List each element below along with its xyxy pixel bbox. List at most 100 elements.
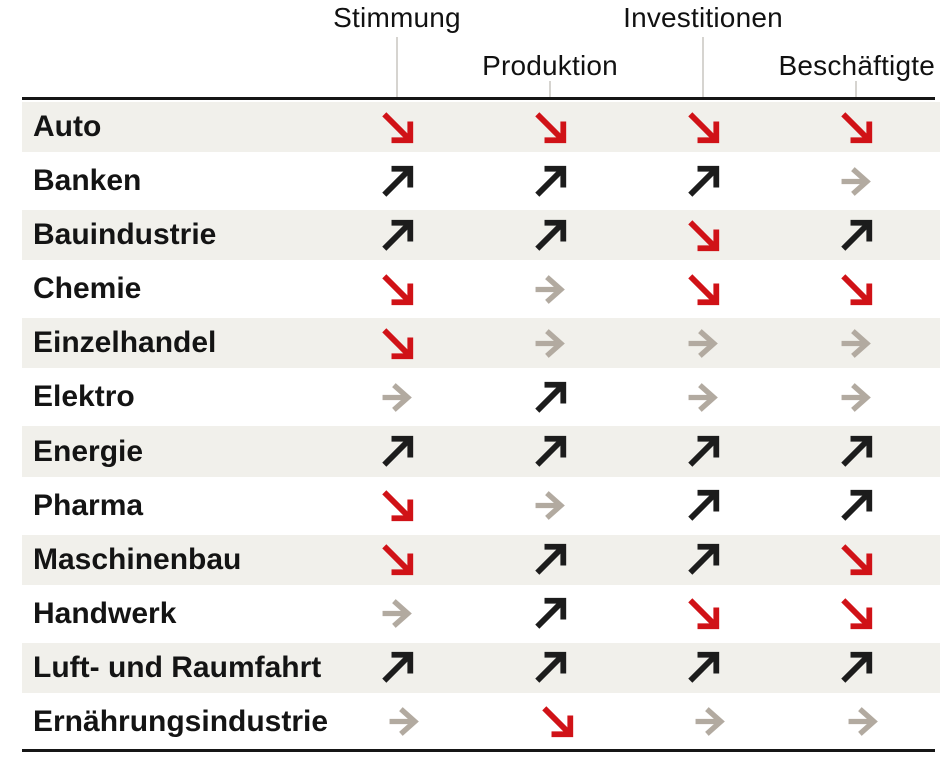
trend-cell [474,327,627,360]
table-row: Luft- und Raumfahrt [22,640,941,695]
table-rows: Auto Banken Bauindustrie Chemie Einzelhandel… [22,100,941,749]
column-tick-investitionen [702,37,704,97]
trend-cell [321,435,474,468]
trend-cell [474,273,627,306]
trend-cell [627,111,780,144]
trend-cell [780,489,933,522]
trend-cell [474,651,627,684]
sector-label: Banken [33,164,142,198]
trend-up-arrow-icon [688,544,720,575]
trend-cell [321,489,474,522]
trend-up-arrow-icon [535,435,567,467]
trend-up-arrow-icon [841,435,873,467]
column-tick-beschaeftigte [855,81,857,97]
trend-cell [780,219,933,252]
trend-cell [474,381,627,414]
trend-up-arrow-icon [688,489,720,521]
trend-up-arrow-icon [535,652,567,684]
trend-down-arrow-icon [382,111,414,143]
trend-up-arrow-icon [535,381,567,413]
trend-up-arrow-icon [382,435,414,467]
trend-cell [627,327,780,360]
trend-cell [780,435,933,468]
trend-down-arrow-icon [382,490,414,522]
sector-label: Pharma [33,488,144,522]
trend-flat-arrow-icon [535,491,565,520]
trend-cell [627,597,780,630]
trend-down-arrow-icon [382,544,414,576]
trend-up-arrow-icon [535,165,567,197]
trend-cell [780,273,933,306]
table-row: Pharma [22,479,940,533]
trend-up-arrow-icon [688,652,720,684]
sector-label: Auto [33,110,102,144]
trend-cell [474,165,627,198]
table-top-rule [22,97,935,100]
trend-flat-arrow-icon [848,707,878,737]
table-row: Bauindustrie [22,208,941,263]
trend-up-arrow-icon [841,489,873,521]
trend-flat-arrow-icon [841,166,871,196]
column-tick-produktion [549,81,551,97]
table-row: Ernährungsindustrie [22,695,940,749]
trend-cell [321,273,474,306]
trend-cell [627,543,780,576]
sector-label: Luft- und Raumfahrt [33,650,322,684]
trend-down-arrow-icon [542,706,574,738]
trend-down-arrow-icon [841,544,873,576]
column-header-produktion: Produktion [482,50,618,81]
table-row: Banken [22,154,940,208]
trend-down-arrow-icon [382,274,414,305]
trend-up-arrow-icon [382,219,414,251]
trend-cell [627,273,780,306]
table-row: Maschinenbau [22,532,941,587]
trend-up-arrow-icon [535,598,567,630]
trend-cell [474,219,627,252]
trend-cell [627,219,780,252]
trend-cell [474,435,627,468]
trend-down-arrow-icon [688,219,720,251]
trend-flat-arrow-icon [695,707,725,737]
trend-cell [634,705,787,738]
sector-label: Energie [33,434,144,468]
trend-flat-arrow-icon [841,383,871,412]
trend-flat-arrow-icon [841,328,871,358]
trend-cell [481,705,634,738]
trend-cell [321,543,474,576]
trend-cell [627,381,780,414]
trend-down-arrow-icon [841,598,873,630]
trend-cell [787,705,940,738]
trend-flat-arrow-icon [688,383,718,412]
trend-cell [627,489,780,522]
sector-label: Einzelhandel [33,326,217,360]
sector-label: Bauindustrie [33,218,217,252]
column-header-investitionen: Investitionen [623,2,783,33]
trend-up-arrow-icon [535,544,567,575]
trend-flat-arrow-icon [535,328,565,358]
table-row: Chemie [22,262,940,316]
trend-down-arrow-icon [688,274,720,305]
trend-flat-arrow-icon [688,328,718,358]
trend-up-arrow-icon [688,435,720,467]
sector-label: Maschinenbau [33,542,242,576]
trend-flat-arrow-icon [382,599,412,629]
table-row: Einzelhandel [22,316,941,371]
trend-cell [780,651,933,684]
sector-label: Chemie [33,272,142,306]
trend-cell [780,597,933,630]
trend-cell [321,597,474,630]
trend-up-arrow-icon [382,652,414,684]
column-header-stimmung: Stimmung [333,2,461,33]
trend-down-arrow-icon [382,328,414,360]
trend-cell [474,597,627,630]
trend-cell [780,327,933,360]
trend-cell [627,435,780,468]
trend-cell [474,111,627,144]
sector-label: Handwerk [33,596,177,630]
trend-up-arrow-icon [535,219,567,251]
trend-cell [474,489,627,522]
trend-flat-arrow-icon [389,707,419,737]
trend-cell [321,219,474,252]
trend-cell [321,651,474,684]
